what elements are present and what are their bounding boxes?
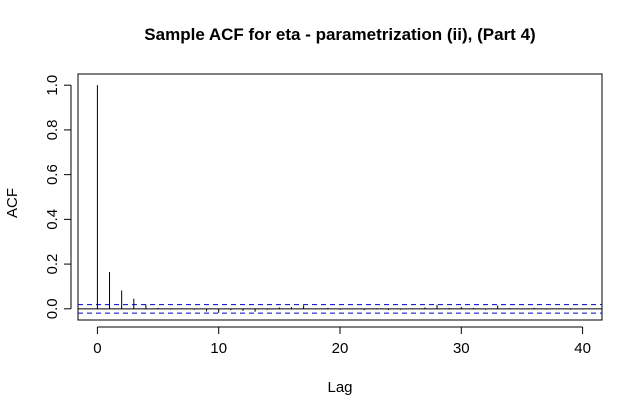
y-tick-label-0: 0.0 — [44, 298, 61, 319]
x-tick-label-30: 30 — [453, 340, 470, 357]
chart-title: Sample ACF for eta - parametrization (ii… — [144, 25, 535, 44]
y-tick-label-0-8: 0.8 — [44, 119, 61, 140]
y-tick-label-0-4: 0.4 — [44, 209, 61, 230]
y-tick-label-0-2: 0.2 — [44, 254, 61, 275]
y-tick-label-1: 1.0 — [44, 75, 61, 96]
x-axis-label: Lag — [327, 379, 352, 396]
plot-frame — [77, 73, 603, 321]
y-axis-label: ACF — [4, 188, 21, 218]
x-tick-label-40: 40 — [574, 340, 591, 357]
x-tick-label-20: 20 — [332, 340, 349, 357]
y-tick-label-0-6: 0.6 — [44, 164, 61, 185]
plot-layer: 0 10 20 30 40 0.0 0.2 0.4 0.6 0.8 1.0 — [44, 73, 603, 357]
x-tick-label-0: 0 — [93, 340, 101, 357]
x-tick-label-10: 10 — [210, 340, 227, 357]
